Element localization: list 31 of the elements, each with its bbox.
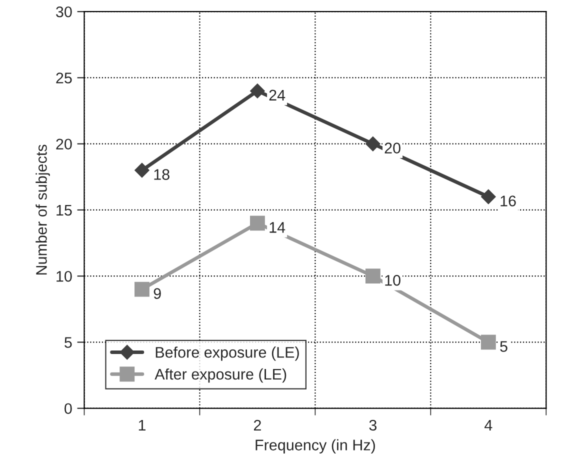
point bbox=[134, 162, 150, 178]
point bbox=[366, 136, 380, 152]
x-axis-title: Frequency (in Hz) bbox=[256, 439, 375, 454]
point bbox=[250, 216, 265, 231]
data-label: 24 bbox=[269, 90, 286, 100]
data-label: 5 bbox=[500, 341, 508, 352]
point bbox=[480, 334, 496, 350]
point bbox=[250, 84, 265, 98]
data-label: 14 bbox=[270, 222, 286, 233]
y-axis-title: Number of subjects bbox=[36, 144, 50, 275]
y-tick-label: 25 bbox=[56, 72, 72, 84]
data-label: 9 bbox=[154, 288, 161, 299]
point bbox=[365, 268, 380, 284]
data-label: 20 bbox=[384, 142, 400, 154]
point bbox=[481, 189, 496, 204]
y-tick-label: 5 bbox=[64, 337, 72, 348]
x-tick-label: 1 bbox=[138, 420, 146, 431]
data-label: 10 bbox=[385, 274, 400, 286]
data-label: 16 bbox=[500, 196, 516, 206]
y-tick-label: 10 bbox=[56, 270, 72, 282]
x-tick-label: 4 bbox=[484, 420, 492, 431]
y-tick-label: 0 bbox=[64, 403, 72, 414]
x-tick-label: 2 bbox=[254, 420, 261, 431]
data-label: 18 bbox=[154, 169, 170, 180]
point bbox=[134, 282, 150, 297]
legend-label: After exposure (LE) bbox=[154, 368, 286, 383]
legend-label: Before exposure (LE) bbox=[156, 346, 299, 361]
y-tick-label: 30 bbox=[56, 6, 72, 18]
y-tick-label: 20 bbox=[56, 138, 72, 150]
x-tick-label: 3 bbox=[369, 420, 377, 431]
y-tick-label: 15 bbox=[56, 204, 72, 216]
